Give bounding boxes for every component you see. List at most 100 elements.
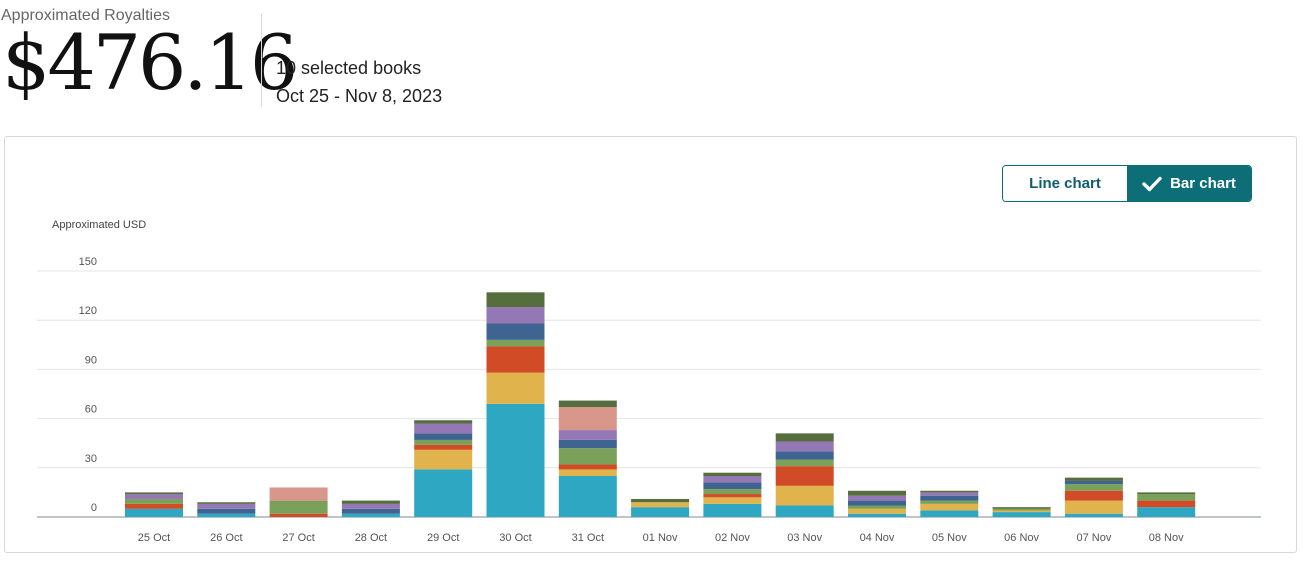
bar-segment[interactable] [558, 464, 617, 470]
bar-segment[interactable] [920, 495, 979, 501]
x-tick-label: 02 Nov [715, 532, 750, 544]
bar-segment[interactable] [992, 512, 1051, 517]
bar-segment[interactable] [703, 482, 762, 490]
bar-segment[interactable] [486, 346, 545, 373]
bar-segment[interactable] [486, 372, 545, 404]
bar-segment[interactable] [1064, 513, 1123, 517]
bar-segment[interactable] [631, 507, 690, 517]
bar-segment[interactable] [703, 494, 762, 498]
bar-segment[interactable] [197, 508, 256, 514]
bar-segment[interactable] [558, 476, 617, 517]
y-tick-label: 90 [85, 354, 97, 366]
bar-segment[interactable] [414, 444, 473, 450]
x-tick-label: 27 Oct [282, 532, 314, 544]
bar-segment[interactable] [414, 439, 473, 445]
bar-segment[interactable] [848, 505, 906, 509]
bar-segment[interactable] [269, 500, 328, 514]
bar-segment[interactable] [486, 292, 545, 308]
bar-segment[interactable] [848, 508, 906, 514]
bar-segment[interactable] [558, 439, 617, 449]
bar-segment[interactable] [703, 472, 762, 476]
y-tick-label: 0 [91, 502, 97, 514]
bar-segment[interactable] [775, 441, 834, 452]
bar-segment[interactable] [125, 492, 183, 495]
bar-segment[interactable] [486, 339, 545, 347]
bar-segment[interactable] [631, 502, 690, 508]
bar-segment[interactable] [125, 508, 183, 517]
bar-segment[interactable] [269, 487, 328, 501]
bar-segment[interactable] [920, 492, 979, 496]
bar-segment[interactable] [848, 513, 906, 517]
bar-segment[interactable] [414, 420, 473, 424]
bar-segment[interactable] [703, 497, 762, 504]
bar-segment[interactable] [1137, 494, 1196, 501]
bar-segment[interactable] [486, 403, 545, 517]
bar-segment[interactable] [414, 469, 473, 517]
x-tick-label: 31 Oct [572, 532, 604, 544]
royalties-header: Approximated Royalties $476.16 10 select… [0, 0, 1307, 120]
bar-segment[interactable] [341, 503, 400, 509]
bar-segment[interactable] [1064, 484, 1123, 491]
bar-segment[interactable] [197, 502, 256, 504]
bar-segment[interactable] [703, 503, 762, 517]
bar-segment[interactable] [558, 469, 617, 476]
bar-segment[interactable] [125, 494, 183, 499]
bar-segment[interactable] [197, 513, 256, 517]
bar-segment[interactable] [775, 505, 834, 517]
bar-segment[interactable] [558, 430, 617, 440]
bar-segment[interactable] [848, 490, 906, 496]
bar-segment[interactable] [848, 495, 906, 501]
bar-segment[interactable] [703, 489, 762, 495]
bar-segment[interactable] [1064, 477, 1123, 481]
bar-segment[interactable] [920, 500, 979, 504]
bar-segment[interactable] [631, 498, 690, 503]
bar-segment[interactable] [775, 433, 834, 442]
bar-segment[interactable] [920, 510, 979, 517]
bar-segment[interactable] [1137, 492, 1196, 495]
bar-segment[interactable] [1064, 490, 1123, 501]
bar-segment[interactable] [125, 503, 183, 509]
bar-segment[interactable] [269, 513, 328, 517]
y-tick-label: 150 [79, 256, 97, 268]
bar-segment[interactable] [341, 508, 400, 514]
selection-summary: 10 selected books Oct 25 - Nov 8, 2023 [276, 54, 442, 110]
bar-segment[interactable] [992, 510, 1051, 513]
chart-type-toggle: Line chart Bar chart [1002, 165, 1252, 202]
bar-segment[interactable] [1064, 500, 1123, 514]
bar-segment[interactable] [341, 513, 400, 517]
bar-segment[interactable] [1137, 500, 1196, 508]
bar-segment[interactable] [992, 507, 1051, 509]
bar-segment[interactable] [558, 400, 617, 408]
line-chart-label: Line chart [1029, 175, 1101, 192]
royalties-title: Approximated Royalties [1, 7, 170, 24]
bar-segment[interactable] [920, 490, 979, 493]
bar-segment[interactable] [848, 500, 906, 506]
bar-segment[interactable] [197, 503, 256, 509]
bar-segment[interactable] [414, 449, 473, 470]
bar-segment[interactable] [775, 485, 834, 506]
royalties-amount: $476.16 [2, 18, 298, 107]
bar-segment[interactable] [414, 423, 473, 434]
x-tick-label: 30 Oct [499, 532, 531, 544]
bar-segment[interactable] [414, 433, 473, 440]
bar-chart-label: Bar chart [1170, 175, 1236, 192]
bar-segment[interactable] [341, 500, 400, 504]
bar-segment[interactable] [992, 508, 1051, 511]
bar-segment[interactable] [775, 459, 834, 467]
x-tick-label: 01 Nov [643, 532, 678, 544]
bar-segment[interactable] [558, 448, 617, 465]
bar-segment[interactable] [775, 466, 834, 486]
bar-segment[interactable] [1137, 507, 1196, 517]
y-axis-label: Approximated USD [52, 219, 147, 231]
bar-segment[interactable] [1064, 480, 1123, 485]
bar-segment[interactable] [703, 476, 762, 483]
bar-segment[interactable] [558, 407, 617, 431]
bar-segment[interactable] [775, 451, 834, 460]
line-chart-button[interactable]: Line chart [1003, 166, 1127, 201]
bar-chart-button[interactable]: Bar chart [1127, 166, 1251, 201]
bar-segment[interactable] [125, 498, 183, 504]
bar-segment[interactable] [920, 503, 979, 511]
bar-segment[interactable] [486, 307, 545, 324]
chart-card: Line chart Bar chart Approximated USD 0 3… [4, 136, 1297, 553]
bar-segment[interactable] [486, 323, 545, 340]
